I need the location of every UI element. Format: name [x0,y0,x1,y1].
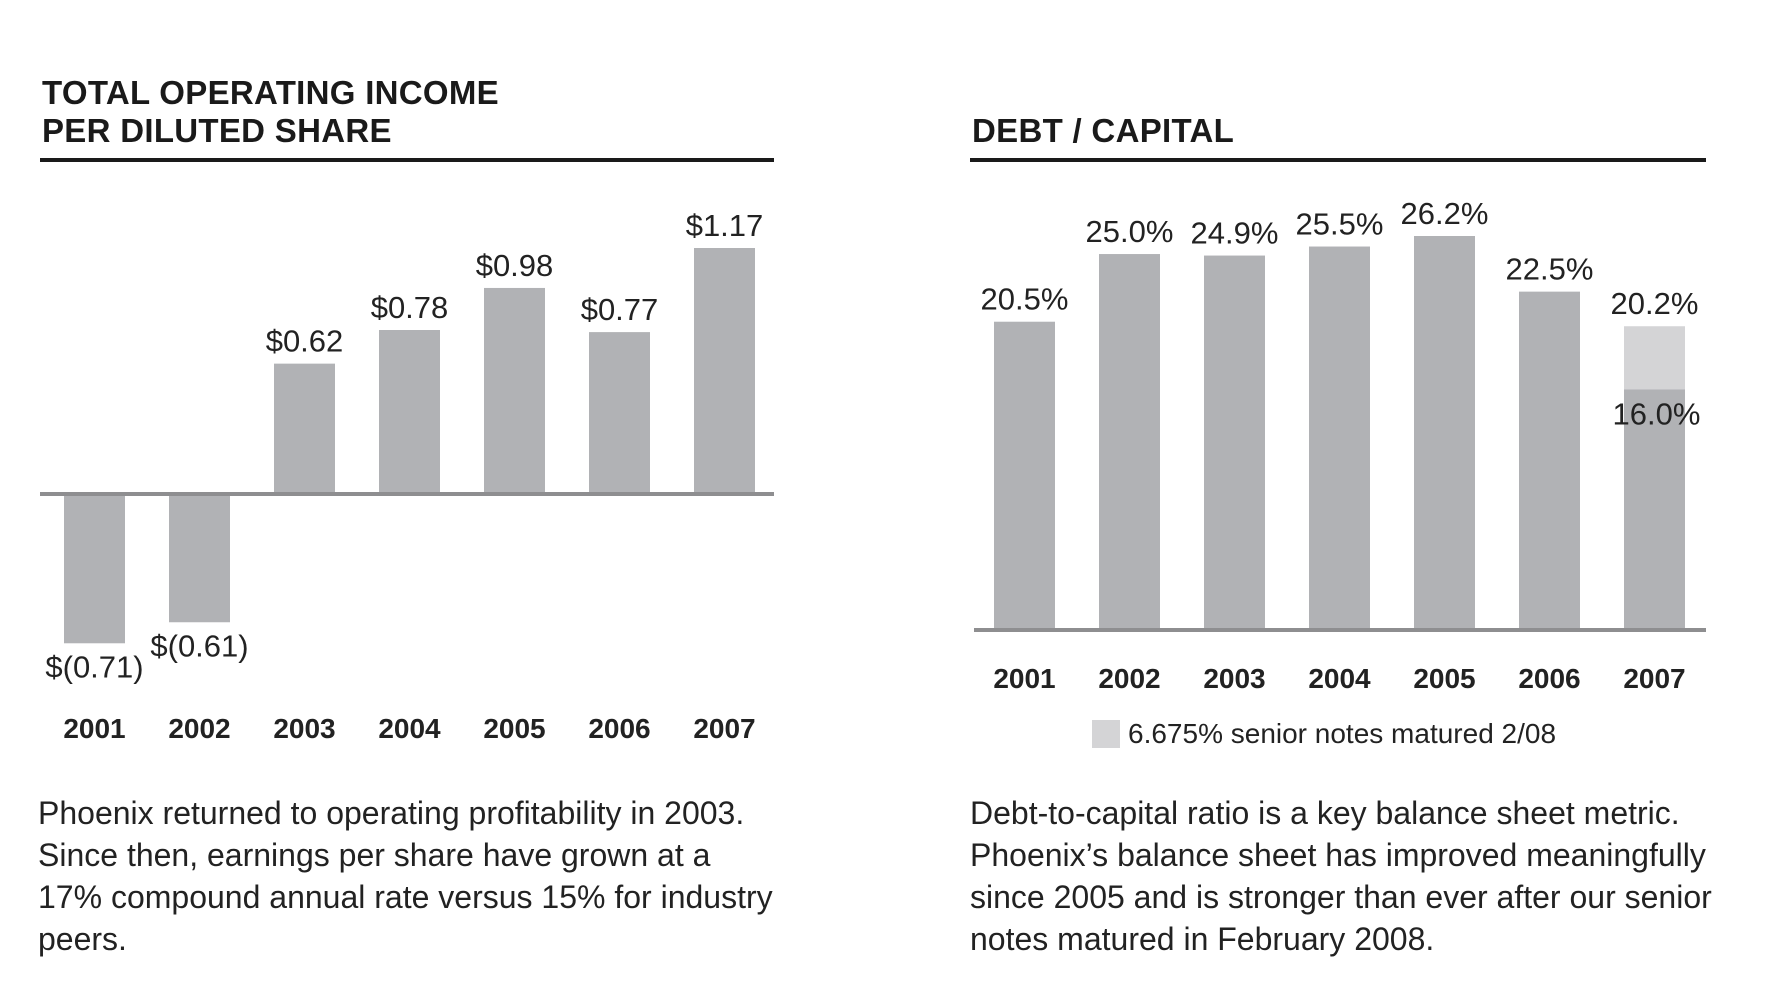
operating-income-title-line1: TOTAL OPERATING INCOME [42,74,499,111]
value-label-2001: $(0.71) [45,649,143,684]
legend-label: 6.675% senior notes matured 2/08 [1128,718,1557,749]
debt-capital-caption: Debt-to-capital ratio is a key balance s… [970,795,1712,957]
year-label-2001: 2001 [993,663,1055,694]
year-label-2005: 2005 [1413,663,1475,694]
value-label-2004: 25.5% [1296,207,1384,242]
value-label-2005: $0.98 [476,248,554,283]
year-label-2006: 2006 [1518,663,1580,694]
year-label-2007: 2007 [1623,663,1685,694]
bar-2007-senior-notes [1624,326,1685,390]
debt-capital-panel: DEBT / CAPITAL 20.5% 2001 25.0% 2002 24.9% 20… [894,0,1788,1002]
value-label-2002: 25.0% [1086,214,1174,249]
value-label-2005: 26.2% [1401,196,1489,231]
year-label-2004: 2004 [1308,663,1371,694]
value-label-2007-adjusted: 16.0% [1613,396,1701,431]
bar-2001 [64,494,125,644]
year-label-2002: 2002 [1098,663,1160,694]
legend-swatch [1092,720,1120,748]
year-label-2007: 2007 [693,713,755,744]
bar-2004 [1309,246,1370,630]
bar-2004 [379,330,440,494]
value-label-2006: 22.5% [1506,252,1594,287]
operating-income-panel: TOTAL OPERATING INCOME PER DILUTED SHARE… [38,74,774,957]
debt-capital-legend: 6.675% senior notes matured 2/08 [1092,718,1556,750]
year-label-2003: 2003 [273,713,335,744]
bar-2001 [994,321,1055,630]
operating-income-caption: Phoenix returned to operating profitabil… [38,795,773,957]
bar-2003 [274,363,335,494]
bar-2002 [1099,254,1160,630]
bar-2007 [694,248,755,494]
bar-2003 [1204,255,1265,630]
operating-income-chart: $(0.71) 2001 $(0.61) 2002 $0.62 2003 $0.78 2004… [40,208,774,744]
year-label-2001: 2001 [63,713,125,744]
bar-2005 [484,287,545,494]
operating-income-title-line2: PER DILUTED SHARE [42,112,392,149]
value-label-2004: $0.78 [371,290,449,325]
debt-capital-title: DEBT / CAPITAL [972,112,1235,149]
bar-2005 [1414,236,1475,630]
year-label-2003: 2003 [1203,663,1265,694]
operating-income-title-rule [40,158,774,162]
value-label-2007: $1.17 [686,208,764,243]
year-label-2005: 2005 [483,713,545,744]
operating-income-title: TOTAL OPERATING INCOME PER DILUTED SHARE [42,74,499,150]
debt-capital-chart: 20.5% 2001 25.0% 2002 24.9% 2003 25.5% 2004 26.2… [974,196,1706,694]
debt-capital-title-rule [970,158,1706,162]
value-label-2007: 20.2% [1611,286,1699,321]
value-label-2003: 24.9% [1191,216,1279,251]
value-label-2003: $0.62 [266,324,344,359]
year-label-2002: 2002 [168,713,230,744]
year-label-2004: 2004 [378,713,441,744]
year-label-2006: 2006 [588,713,650,744]
bar-2002 [169,494,230,623]
value-label-2002: $(0.61) [150,628,248,663]
bar-2006 [1519,291,1580,630]
bar-2007 [1624,389,1685,630]
bar-2006 [589,332,650,494]
value-label-2001: 20.5% [981,282,1069,317]
value-label-2006: $0.77 [581,292,659,327]
